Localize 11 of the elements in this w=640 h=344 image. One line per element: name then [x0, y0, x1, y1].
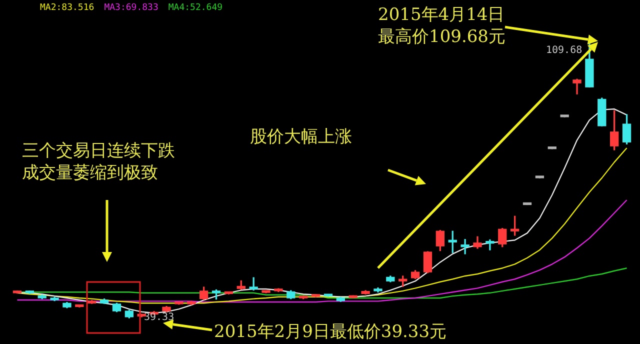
- annotation: 三个交易日连续下跌成交量萎缩到极致: [22, 140, 176, 184]
- text: MA4:52.649: [168, 3, 223, 13]
- candlestick: [486, 239, 494, 250]
- candlestick: [460, 239, 470, 254]
- text: MA3:69.833: [104, 3, 158, 13]
- text: MA2:83.516: [40, 3, 94, 13]
- annotation: 股价大幅上涨: [250, 126, 352, 148]
- annotation: 109.68: [546, 45, 582, 57]
- annotation: 2015年4月14日最高价109.68元: [378, 4, 506, 48]
- annotation: 39.33: [144, 312, 174, 324]
- text: 2015年2月9日最低价39.33元: [214, 321, 447, 343]
